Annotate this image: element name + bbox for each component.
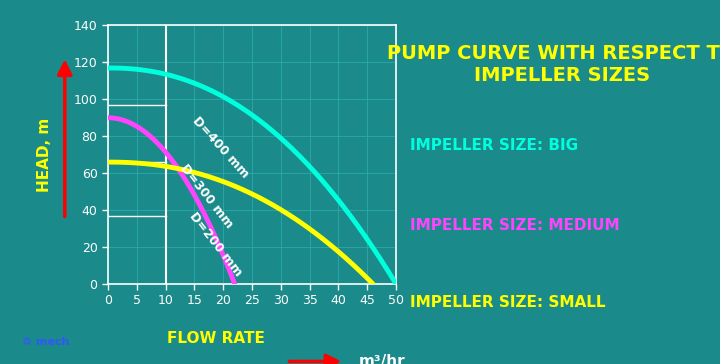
Text: PUMP CURVE WITH RESPECT TO
IMPELLER SIZES: PUMP CURVE WITH RESPECT TO IMPELLER SIZE… — [387, 44, 720, 85]
Text: IMPELLER SIZE: MEDIUM: IMPELLER SIZE: MEDIUM — [410, 218, 620, 233]
Text: D=200 mm: D=200 mm — [186, 209, 244, 278]
Text: m³/hr: m³/hr — [359, 354, 405, 364]
Text: D=400 mm: D=400 mm — [189, 115, 251, 181]
Text: IMPELLER SIZE: SMALL: IMPELLER SIZE: SMALL — [410, 294, 606, 310]
Text: FLOW RATE: FLOW RATE — [167, 331, 265, 346]
Text: IMPELLER SIZE: BIG: IMPELLER SIZE: BIG — [410, 138, 579, 153]
Text: D=300 mm: D=300 mm — [178, 162, 235, 230]
Text: ⚙ mech: ⚙ mech — [22, 337, 69, 347]
Text: HEAD, m: HEAD, m — [37, 118, 52, 192]
